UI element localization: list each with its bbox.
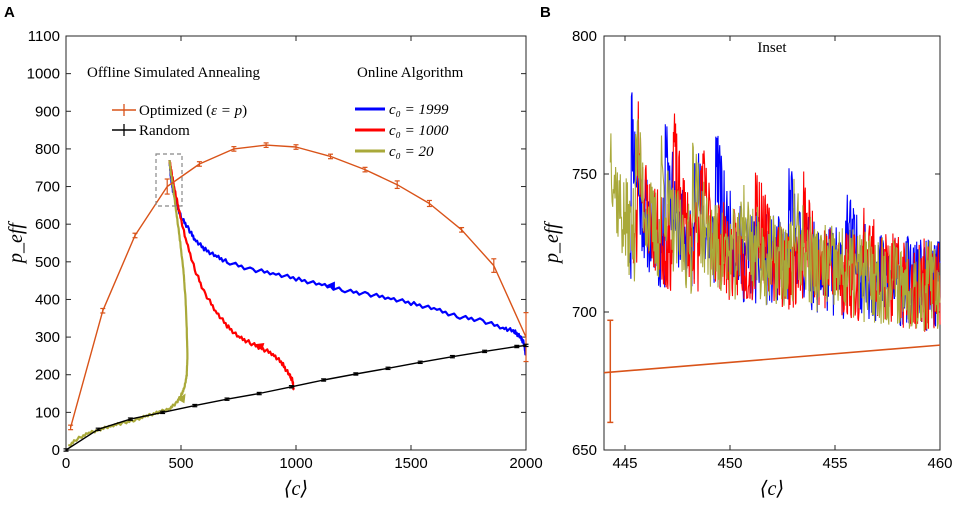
chart-a-x-ticks: 0 500 1000 1500 2000 (62, 36, 543, 472)
chart-a-xtick-label: 1500 (394, 455, 427, 472)
chart-b-xtick-label: 460 (927, 455, 952, 472)
legend-random-label: Random (139, 123, 190, 139)
chart-b-xlabel: ⟨c⟩ (760, 478, 784, 500)
chart-b: 650 700 750 800 445 450 455 460 Inset ⟨c⟩ p_ef… (541, 28, 953, 500)
chart-a-ytick-label: 1100 (28, 28, 60, 45)
chart-a-ytick-label: 1000 (27, 66, 60, 83)
line-c0-20 (68, 160, 189, 447)
chart-b-y-ticks: 650 700 750 800 (572, 28, 940, 459)
chart-b-xtick-label: 455 (822, 455, 847, 472)
chart-a-ytick-label: 300 (35, 329, 60, 346)
chart-a-series (63, 142, 529, 452)
chart-a-frame (65, 35, 527, 451)
chart-b-ytick-label: 700 (572, 304, 597, 321)
arrow-c0-20 (177, 393, 186, 404)
chart-b-xtick-label: 445 (612, 455, 637, 472)
chart-b-series (603, 92, 941, 424)
chart-a-ytick-label: 900 (35, 103, 60, 120)
chart-a-xlabel: ⟨c⟩ (284, 478, 308, 500)
arrow-c0-1000 (254, 342, 265, 351)
inset-line-c0-20 (609, 118, 941, 332)
legend-c0-20-label: c₀ = 20 (389, 144, 434, 160)
chart-b-ylabel: p_eff (541, 221, 563, 265)
chart-a-ytick-label: 400 (35, 291, 60, 308)
chart-a-xtick-label: 500 (168, 455, 193, 472)
inset-highlight-box (155, 153, 183, 207)
online-algorithm-title: Online Algorithm (357, 65, 464, 81)
chart-a-xtick-label: 2000 (509, 455, 542, 472)
chart-a-ytick-label: 600 (35, 216, 60, 233)
legend-optimized-label: Optimized (ε = p) (139, 103, 247, 119)
chart-b-xtick-label: 450 (717, 455, 742, 472)
chart-a-xtick-label: 1000 (279, 455, 312, 472)
chart-b-x-ticks: 445 450 455 460 (612, 36, 953, 472)
panel-label-b: B (540, 4, 551, 21)
legend-c0-1999-label: c₀ = 1999 (389, 102, 449, 118)
chart-a-ytick-label: 200 (35, 367, 60, 384)
panel-label-a: A (4, 4, 15, 21)
inset-line-optimized (603, 344, 941, 374)
chart-a-xtick-label: 0 (62, 455, 70, 472)
chart-a-ytick-label: 800 (35, 141, 60, 158)
offline-annealing-title: Offline Simulated Annealing (87, 65, 261, 81)
chart-a-ytick-label: 700 (35, 179, 60, 196)
line-random (65, 344, 527, 451)
legend-offline: Optimized (ε = p) Random (112, 103, 247, 139)
line-c0-1999 (168, 160, 527, 356)
legend-online: c₀ = 1999 c₀ = 1000 c₀ = 20 (355, 102, 449, 160)
chart-a-ytick-label: 0 (52, 442, 60, 459)
chart-a-y-ticks: 0 100 200 300 400 500 600 700 800 900 1000 1100 (27, 28, 526, 459)
arrow-c0-1999 (325, 281, 335, 290)
chart-b-ytick-label: 650 (572, 442, 597, 459)
legend-c0-1000-label: c₀ = 1000 (389, 123, 449, 139)
chart-a: 0 100 200 300 400 500 600 700 800 900 1000 1100 0 50… (5, 28, 543, 500)
chart-b-frame (603, 35, 941, 451)
chart-a-ytick-label: 500 (35, 254, 60, 271)
chart-a-ylabel: p_eff (5, 221, 27, 265)
chart-b-ytick-label: 800 (572, 28, 597, 45)
chart-a-ytick-label: 100 (35, 404, 60, 421)
line-c0-1000 (168, 160, 295, 391)
chart-b-title: Inset (757, 40, 787, 56)
chart-b-ytick-label: 750 (572, 166, 597, 183)
